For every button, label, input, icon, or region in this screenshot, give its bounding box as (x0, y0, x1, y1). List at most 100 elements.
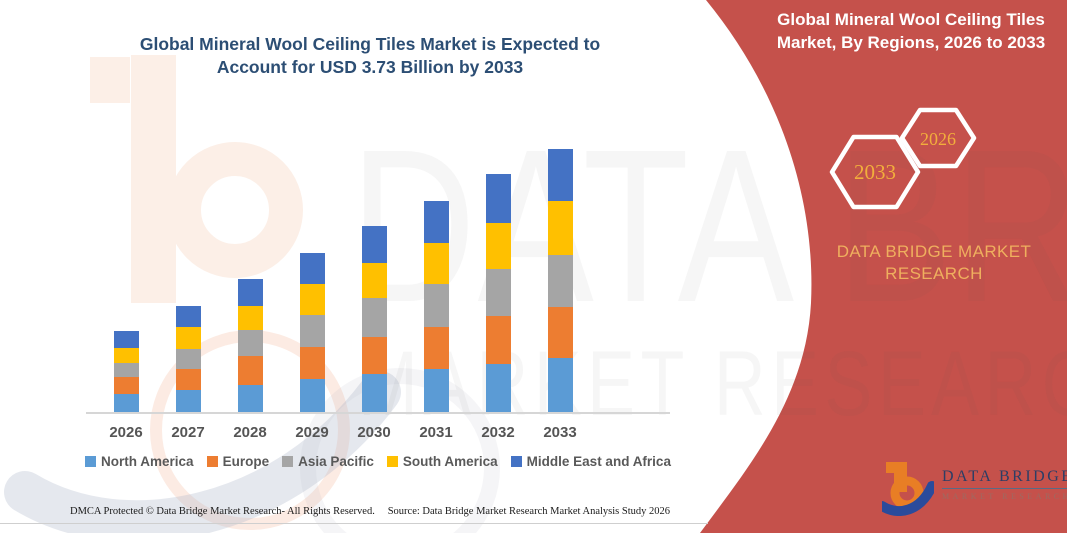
bar-2033 (547, 149, 573, 412)
legend-swatch (85, 456, 97, 467)
legend-label: North America (101, 454, 194, 469)
bar-2028 (237, 278, 263, 412)
bar-segment-2026-south-america (113, 347, 139, 363)
bottom-rule (0, 523, 708, 524)
chart-legend: North America Europe Asia Pacific South Ame… (80, 454, 676, 469)
x-axis-label-2031: 2031 (419, 424, 453, 441)
bar-segment-2026-north-america (113, 394, 139, 412)
bar-segment-2033-asia-pacific (547, 254, 573, 307)
bar-2031 (423, 200, 449, 412)
bar-segment-2029-north-america (299, 378, 325, 412)
chart-title-line1: Global Mineral Wool Ceiling Tiles Market… (139, 34, 601, 54)
bar-segment-2026-europe (113, 377, 139, 395)
bar-segment-2027-south-america (175, 327, 201, 349)
bar-segment-2029-asia-pacific (299, 315, 325, 348)
hexagon-2026-label: 2026 (920, 129, 956, 149)
legend-item-north-america: North America (85, 454, 194, 469)
bar-segment-2027-middle-east-and-africa (175, 305, 201, 328)
bar-segment-2033-north-america (547, 358, 573, 412)
bar-segment-2030-middle-east-and-africa (361, 225, 387, 263)
bar-2032 (485, 174, 511, 412)
bar-2027 (175, 305, 201, 412)
x-axis-label-2027: 2027 (171, 424, 205, 441)
bar-segment-2031-north-america (423, 368, 449, 412)
legend-swatch (386, 456, 398, 467)
company-logo-icon (882, 462, 934, 516)
bar-segment-2028-asia-pacific (237, 330, 263, 356)
bar-segment-2030-asia-pacific (361, 297, 387, 338)
side-panel-title-line2: Market, By Regions, 2026 to 2033 (776, 33, 1046, 52)
bar-segment-2027-europe (175, 369, 201, 391)
x-axis-label-2028: 2028 (233, 424, 267, 441)
hexagon-2026 (899, 107, 977, 169)
x-axis-label-2033: 2033 (543, 424, 577, 441)
company-logo-title: DATA BRIDGE (942, 468, 1067, 489)
bar-segment-2030-south-america (361, 262, 387, 298)
side-panel-title: Global Mineral Wool Ceiling Tiles Market… (760, 8, 1062, 54)
chart-title: Global Mineral Wool Ceiling Tiles Market… (70, 33, 670, 79)
side-panel-title-line1: Global Mineral Wool Ceiling Tiles (777, 10, 1045, 29)
bar-segment-2029-europe (299, 347, 325, 379)
x-axis-label-2030: 2030 (357, 424, 391, 441)
bar-segment-2028-south-america (237, 305, 263, 331)
chart-title-line2: Account for USD 3.73 Billion by 2033 (216, 57, 524, 77)
bar-segment-2031-europe (423, 327, 449, 369)
legend-label: South America (402, 454, 498, 469)
legend-swatch (282, 456, 294, 467)
hexagon-2033 (829, 134, 921, 210)
footer-copyright: DMCA Protected © Data Bridge Market Rese… (70, 506, 375, 517)
bar-segment-2029-middle-east-and-africa (299, 252, 325, 284)
brand-panel-name: DATA BRIDGE MARKET RESEARCH (803, 241, 1065, 285)
brand-panel-line1: DATA BRIDGE MARKET (836, 242, 1032, 261)
legend-item-middle-east-and-africa: Middle East and Africa (510, 454, 671, 469)
side-panel-shape-path (700, 0, 1067, 533)
legend-item-south-america: South America (386, 454, 498, 469)
x-axis-label-2029: 2029 (295, 424, 329, 441)
bar-segment-2026-asia-pacific (113, 362, 139, 378)
legend-label: Middle East and Africa (526, 454, 671, 469)
legend-label: Europe (222, 454, 270, 469)
bar-segment-2028-north-america (237, 385, 263, 412)
bar-segment-2030-north-america (361, 373, 387, 412)
legend-swatch (510, 456, 522, 467)
bar-segment-2033-south-america (547, 201, 573, 255)
bar-segment-2033-europe (547, 306, 573, 359)
bar-segment-2033-middle-east-and-africa (547, 149, 573, 202)
bar-segment-2031-asia-pacific (423, 284, 449, 328)
bar-segment-2032-north-america (485, 364, 511, 412)
watermark-logo-stem (131, 55, 176, 303)
bar-2030 (361, 225, 387, 412)
legend-item-europe: Europe (206, 454, 270, 469)
watermark-logo-hook (90, 57, 130, 103)
x-axis-label-2026: 2026 (109, 424, 143, 441)
legend-swatch (206, 456, 218, 467)
bar-segment-2028-middle-east-and-africa (237, 278, 263, 306)
bar-2026 (113, 330, 139, 412)
bar-segment-2032-europe (485, 316, 511, 365)
hexagon-badges: 2033 2026 (829, 107, 977, 210)
watermark-text-line2: MARKET RESEARCH (358, 333, 1067, 435)
footer-source: Source: Data Bridge Market Research Mark… (387, 506, 670, 517)
bar-segment-2027-north-america (175, 390, 201, 412)
bar-segment-2031-middle-east-and-africa (423, 200, 449, 243)
company-logo-subtitle: MARKET RESEARCH (942, 492, 1067, 501)
legend-label: Asia Pacific (298, 454, 374, 469)
x-axis-line (86, 412, 670, 414)
bar-segment-2031-south-america (423, 242, 449, 285)
x-axis-label-2032: 2032 (481, 424, 515, 441)
bar-segment-2032-south-america (485, 223, 511, 269)
bar-segment-2026-middle-east-and-africa (113, 330, 139, 348)
legend-item-asia-pacific: Asia Pacific (282, 454, 374, 469)
bar-segment-2028-europe (237, 355, 263, 386)
hexagon-2033-label: 2033 (854, 160, 896, 184)
bar-segment-2032-asia-pacific (485, 268, 511, 317)
brand-panel-line2: RESEARCH (885, 264, 983, 283)
company-logo: DATA BRIDGE MARKET RESEARCH (882, 460, 1067, 516)
watermark-text-line1: DATA BRIDGE (350, 105, 1067, 348)
bar-segment-2030-europe (361, 337, 387, 374)
bar-segment-2027-asia-pacific (175, 348, 201, 369)
bar-segment-2029-south-america (299, 283, 325, 316)
company-logo-text: DATA BRIDGE MARKET RESEARCH (942, 460, 1067, 501)
